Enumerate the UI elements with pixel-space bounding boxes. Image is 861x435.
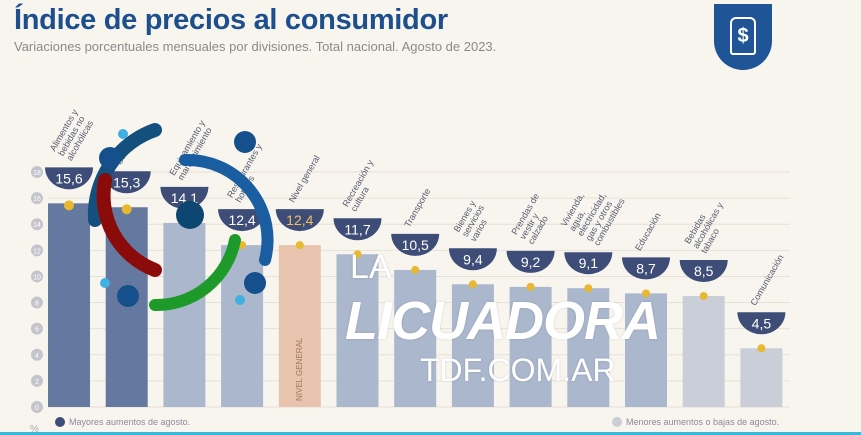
general-bar-label: NIVEL GENERAL — [295, 337, 304, 401]
y-tick-marker — [31, 218, 43, 231]
legend-high: Mayores aumentos de agosto. — [55, 417, 190, 427]
bowl-icon — [102, 171, 151, 194]
bowl-icon — [737, 312, 786, 335]
category-label: Prendas devestir ycalzado — [509, 192, 557, 246]
y-tick-marker — [31, 296, 43, 309]
data-label: 8,7 — [636, 260, 656, 276]
bar — [625, 293, 667, 407]
watermark-line3: TDF.COM.AR — [420, 352, 616, 388]
data-label: 15,6 — [55, 170, 82, 186]
legend-dot-icon — [55, 417, 65, 427]
category-label: Bebidasalcohólicas ytabaco — [683, 195, 734, 255]
bottom-border — [0, 432, 861, 435]
bar — [740, 348, 783, 407]
bar — [682, 296, 725, 407]
category-label-line: Nivel general — [287, 154, 322, 204]
bar — [48, 203, 90, 407]
legend-dot-icon — [612, 417, 622, 427]
data-label: 8,5 — [694, 263, 714, 279]
data-label: 9,1 — [579, 255, 599, 271]
data-label: 10,5 — [402, 237, 429, 253]
y-tick-label: 12 — [33, 248, 41, 255]
y-tick-marker — [31, 270, 43, 283]
coin-marker — [699, 292, 708, 301]
y-axis-unit: % — [30, 424, 39, 435]
coin-marker — [411, 265, 420, 274]
bowl-icon — [622, 257, 670, 280]
legend-label: Mayores aumentos de agosto. — [69, 417, 191, 427]
bar — [336, 254, 379, 407]
y-tick-label: 6 — [35, 327, 39, 334]
data-label: 11,7 — [344, 221, 370, 237]
bowl-icon — [333, 218, 382, 241]
coin-marker — [642, 289, 650, 298]
data-label: 4,5 — [752, 315, 772, 331]
y-tick-marker — [31, 374, 43, 387]
watermark-line2: LICUADORA — [345, 291, 661, 351]
y-tick-label: 14 — [33, 222, 41, 229]
data-label: 12,4 — [286, 212, 313, 228]
coin-marker — [526, 282, 535, 291]
watermark-line1: LA — [350, 248, 392, 286]
bowl-icon — [564, 252, 613, 275]
bowl-icon — [391, 233, 440, 256]
bar — [394, 269, 437, 407]
data-label: 9,4 — [463, 251, 483, 267]
bowl-icon — [218, 209, 267, 232]
y-tick-label: 18 — [33, 170, 41, 177]
legend-low: Menores aumentos o bajas de agosto. — [612, 417, 779, 427]
data-label: 9,2 — [521, 254, 541, 270]
data-label: 12,4 — [228, 212, 255, 228]
coin-marker — [757, 344, 766, 353]
bar — [567, 288, 610, 407]
y-tick-marker — [31, 322, 43, 335]
indec-logo: $ — [714, 4, 772, 70]
bar — [163, 222, 206, 407]
bowl-icon — [45, 167, 93, 190]
y-tick-label: 2 — [35, 379, 39, 386]
coin-marker — [353, 250, 362, 259]
coin-marker — [64, 200, 74, 211]
bowl-icon — [275, 209, 324, 232]
page-subtitle: Variaciones porcentuales mensuales por d… — [14, 39, 497, 54]
category-label-line: Educación — [633, 211, 663, 252]
dollar-tag-icon: $ — [730, 17, 756, 55]
category-label-line: Transporte — [402, 187, 432, 229]
coin-marker — [584, 284, 593, 293]
y-tick-label: 8 — [35, 301, 39, 308]
y-tick-marker — [31, 401, 43, 413]
bar — [278, 245, 321, 407]
legend-label: Menores aumentos o bajas de agosto. — [626, 417, 780, 427]
y-tick-label: 4 — [35, 353, 39, 360]
y-tick-label: 10 — [33, 274, 41, 281]
y-tick-marker — [31, 166, 43, 178]
y-tick-marker — [31, 192, 43, 205]
y-tick-label: 16 — [33, 196, 41, 203]
bar — [509, 286, 552, 407]
bowl-icon — [679, 260, 728, 283]
y-tick-marker — [31, 244, 43, 257]
y-tick-marker — [31, 348, 43, 361]
category-label: Recreación ycultura — [340, 158, 383, 214]
watermark-swirl-logo — [87, 123, 274, 312]
category-label: Vivienda,agua,electricidad,gas y otrosco… — [559, 177, 627, 247]
page-title: Índice de precios al consumidor — [14, 4, 448, 36]
category-label: Nivel general — [287, 154, 322, 204]
category-label: Transporte — [402, 187, 432, 229]
coin-marker — [468, 280, 477, 289]
coin-marker — [295, 241, 304, 250]
y-tick-label: 0 — [35, 405, 39, 412]
category-label: Comunicación — [748, 253, 785, 307]
bar — [451, 284, 494, 407]
category-label: Educación — [633, 211, 663, 252]
bowl-icon — [506, 250, 555, 273]
data-label: 15,3 — [113, 174, 140, 190]
category-label: Bienes yserviciosvarios — [452, 198, 495, 243]
category-label-line: Comunicación — [748, 253, 785, 307]
bowl-icon — [448, 248, 497, 271]
coin-marker — [121, 204, 132, 215]
